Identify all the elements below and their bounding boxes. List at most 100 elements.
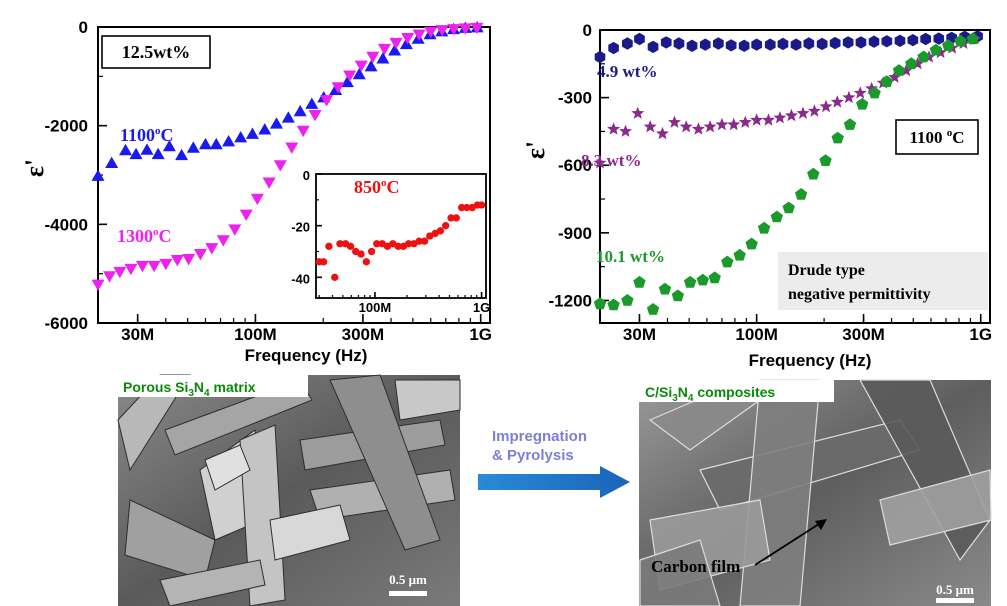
chart-left-point-s1 — [91, 279, 105, 292]
chart-right-point-s1 — [830, 95, 844, 108]
chart-right-point-s1 — [785, 108, 798, 122]
chart-left-point-s0 — [175, 148, 189, 161]
chart-left-point-s0 — [399, 37, 413, 50]
chart-left-point-s0 — [129, 147, 143, 160]
chart-right-marks — [593, 30, 983, 315]
chart-left-point-s0 — [305, 97, 319, 109]
chart-right-point-s2 — [721, 255, 734, 268]
process-arrow-line2: & Pyrolysis — [492, 447, 574, 464]
inset-y-tick-label: -20 — [291, 220, 310, 235]
chart-right-point-s1 — [911, 57, 925, 70]
chart-left-point-s1 — [308, 109, 322, 122]
chart-right-point-s2 — [917, 50, 930, 63]
chart-right-point-s2 — [831, 131, 844, 144]
chart-right-point-s1 — [715, 117, 729, 131]
sem-left-label: Porous Si3N4 matrix — [123, 379, 256, 399]
chart-right-axes-box — [599, 29, 991, 324]
chart-right-point-s2 — [607, 298, 620, 311]
inset-point-s0 — [325, 242, 333, 251]
chart-left-point-s1 — [458, 23, 472, 35]
chart-right-frame — [599, 29, 991, 324]
chart-right-point-s1 — [853, 86, 867, 99]
chart-left-point-s0 — [91, 169, 105, 181]
chart-right-point-s2 — [843, 118, 857, 130]
inset-point-s0 — [442, 221, 450, 230]
chart-right-point-s0 — [803, 37, 815, 50]
chart-left-point-s0 — [119, 143, 133, 156]
chart-right-point-s2 — [819, 154, 832, 166]
chart-right-note-line1: Drude type — [788, 262, 865, 279]
chart-right-point-s2 — [671, 289, 684, 302]
chart-left-point-s1 — [366, 51, 380, 64]
chart-right-point-s0 — [842, 36, 854, 49]
chart-left-point-s1 — [228, 224, 242, 236]
chart-right-point-s2 — [708, 271, 721, 284]
chart-left-point-s0 — [105, 156, 119, 169]
inset-point-s0 — [452, 214, 460, 222]
inset-point-s0 — [373, 240, 381, 248]
chart-right-x-tick-label: 300M — [842, 325, 885, 344]
chart-right-point-s2 — [757, 221, 771, 234]
chart-right-point-s0 — [829, 36, 841, 50]
chart-left-point-s1 — [147, 260, 161, 273]
inset-point-s0 — [404, 240, 413, 248]
chart-right-point-s2 — [770, 210, 783, 223]
chart-left-x-tick-label: 100M — [234, 325, 277, 344]
chart-right-point-s2 — [646, 303, 660, 315]
chart-right-point-s0 — [855, 36, 867, 49]
chart-right-point-s0 — [634, 32, 645, 46]
chart-right-point-s2 — [621, 294, 634, 306]
chart-right-point-s1 — [750, 113, 764, 126]
chart-right-point-s1 — [773, 111, 787, 124]
chart-right-point-s2 — [633, 275, 646, 288]
sem-right-annotation: Carbon film — [651, 557, 740, 576]
chart-right-point-s2 — [892, 64, 906, 76]
chart-left-ticks: 30M 100M 300M 1G 0 -2000 -4000 -6000 — [45, 18, 493, 344]
chart-right-point-s1 — [631, 106, 645, 119]
chart-right-y-tick-label: -1200 — [549, 291, 592, 310]
chart-left-point-s0 — [234, 131, 248, 143]
inset-axes-box — [315, 173, 487, 299]
chart-left-point-s0 — [293, 104, 307, 117]
chart-left-point-s0 — [376, 52, 390, 64]
chart-right-point-s2 — [593, 297, 607, 310]
process-arrow-shape — [478, 466, 630, 498]
chart-right-point-s1 — [819, 99, 833, 113]
chart-left-y-tick-label: -4000 — [45, 215, 88, 234]
sem-right-annotation-arrow — [754, 521, 823, 566]
chart-left-box-label-text: 12.5wt% — [122, 42, 191, 62]
inset-ticks: 100M 1G 0 -20 -40 — [291, 168, 490, 315]
chart-right-point-s0 — [777, 37, 789, 51]
chart-left-point-s1 — [343, 70, 357, 82]
series-label-1100c: 1100oC — [120, 125, 174, 145]
chart-right-point-s1 — [888, 70, 902, 83]
chart-left-point-s0 — [269, 117, 283, 129]
chart-left-point-s1 — [424, 26, 438, 39]
chart-right-point-s0 — [686, 39, 698, 52]
chart-right-point-s1 — [607, 122, 621, 135]
chart-left-point-s1 — [124, 263, 138, 276]
chart-right-x-tick-label: 100M — [735, 325, 778, 344]
chart-right-y-tick-label: -900 — [558, 224, 592, 243]
sem-image-right: C/Si3N4 composites Carbon film 0.5 μm — [639, 379, 992, 606]
inset-point-s0 — [457, 203, 466, 212]
chart-left-point-s1 — [273, 160, 287, 172]
chart-right-point-s1 — [807, 104, 821, 117]
chart-right-point-s0 — [622, 37, 633, 50]
series-label-850c: 850oC — [354, 177, 400, 197]
inset-point-s0 — [420, 237, 429, 245]
chart-right-point-s0 — [933, 32, 945, 45]
chart-left: 30M 100M 300M 1G 0 -2000 -4000 -6000 ε' Frequen… — [20, 18, 492, 365]
chart-left-point-s0 — [151, 147, 165, 160]
chart-right-note-line2: negative permittivity — [788, 286, 931, 303]
chart-right-point-s2 — [684, 275, 697, 288]
chart-right-point-s0 — [868, 35, 880, 48]
chart-left-point-s0 — [388, 44, 402, 56]
chart-right-point-s0 — [764, 38, 776, 51]
chart-left-marks — [91, 20, 484, 292]
chart-right-point-s0 — [920, 32, 931, 46]
chart-right-point-s0 — [751, 38, 762, 51]
chart-right-point-s0 — [907, 34, 919, 47]
chart-right-point-s0 — [699, 38, 711, 51]
chart-right-point-s1 — [762, 113, 775, 126]
